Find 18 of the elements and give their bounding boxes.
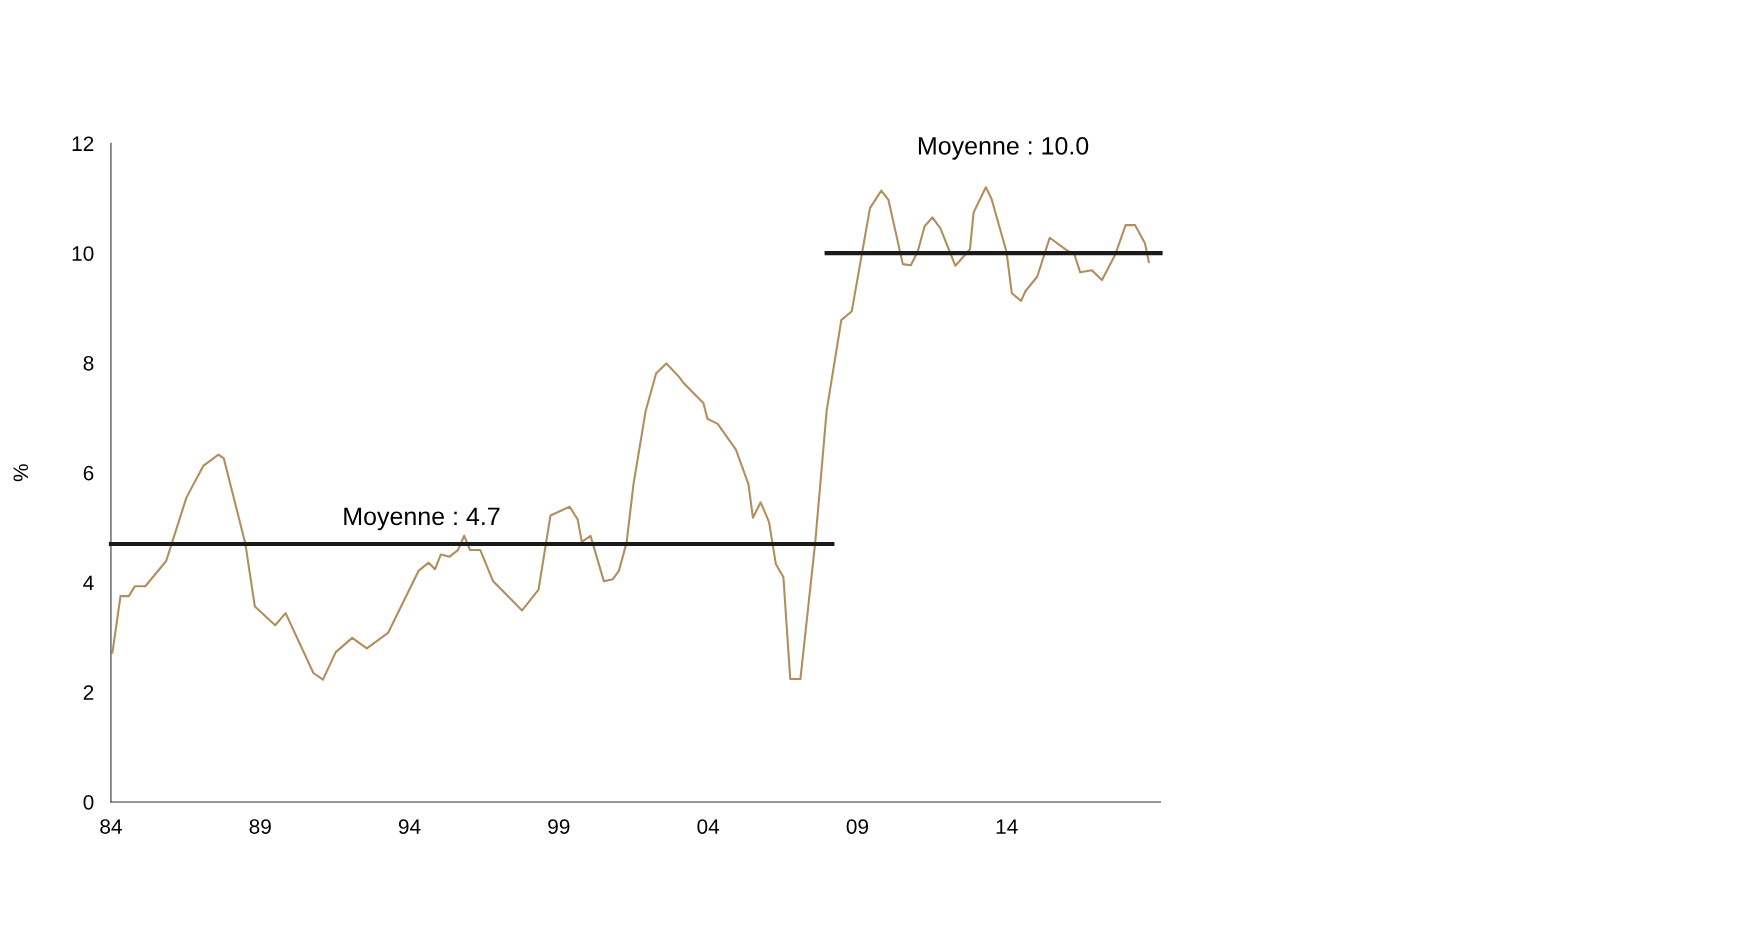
x-tick-label: 99	[548, 819, 570, 834]
y-tick-label: 6	[83, 465, 94, 481]
y-tick-label: 10	[72, 246, 94, 261]
x-tick-label: 84	[100, 819, 122, 834]
annotation: Moyenne : 4.7	[344, 507, 500, 531]
y-tick-label: 2	[83, 685, 94, 700]
x-tick-label: 14	[996, 819, 1018, 834]
x-tick-label: 04	[697, 819, 720, 834]
x-tick-label: 89	[249, 819, 271, 834]
annotation: Moyenne : 10.0	[918, 136, 1089, 160]
y-axis-title: %	[13, 464, 29, 482]
line-series	[111, 186, 1150, 681]
y-tick-label: 8	[83, 355, 94, 371]
y-tick-label: 0	[83, 794, 94, 810]
x-tick-label: 09	[846, 819, 869, 834]
y-tick-label: 4	[83, 575, 94, 590]
x-tick-label: 94	[398, 819, 421, 834]
y-tick-label: 12	[72, 136, 94, 151]
